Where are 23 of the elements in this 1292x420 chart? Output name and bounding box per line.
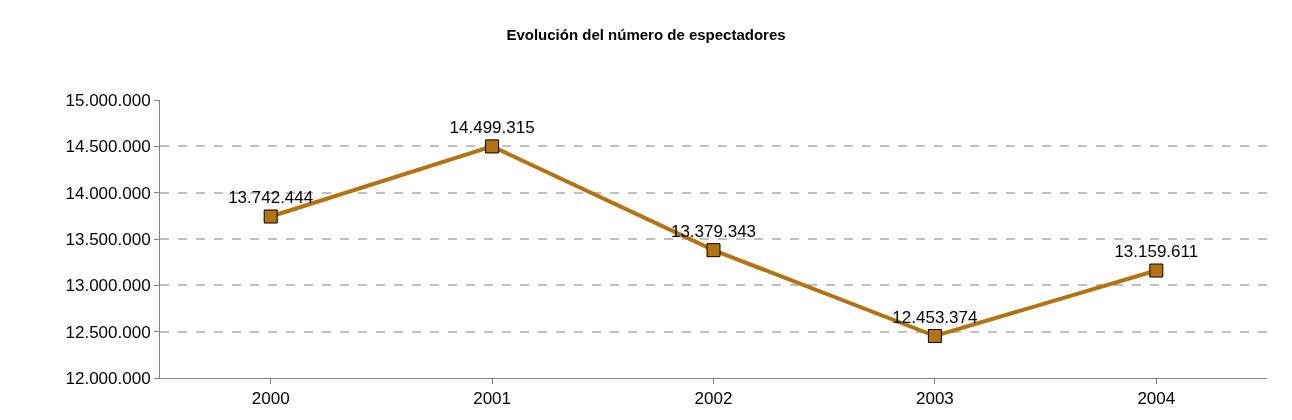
y-tick-label: 12.500.000 [65,322,151,342]
y-tick-label: 14.500.000 [65,137,151,157]
point [485,139,500,154]
data-label: 13.159.611 [1114,242,1199,262]
point [263,209,278,224]
data-label: 14.499.315 [449,118,535,138]
y-tick-label: 15.000.000 [65,90,151,110]
x-tick-label: 2003 [915,389,954,409]
chart-title: Evolución del número de espectadores [506,25,786,43]
y-tick-label: 12.000.000 [65,368,151,388]
point [927,328,942,343]
data-label: 12.453.374 [892,307,978,327]
y-tick-label: 13.000.000 [65,276,151,296]
x-tick-label: 2002 [694,389,733,409]
data-label: 13.742.444 [228,188,314,208]
x-tick-label: 2001 [473,389,512,409]
data-label: 13.379.343 [670,221,757,241]
x-tick-label: 2004 [1137,389,1176,409]
y-tick-label: 13.500.000 [65,229,151,249]
x-tick-label: 2000 [251,389,290,409]
point [706,243,721,258]
y-tick-label: 14.000.000 [65,183,151,203]
point [1149,263,1164,278]
